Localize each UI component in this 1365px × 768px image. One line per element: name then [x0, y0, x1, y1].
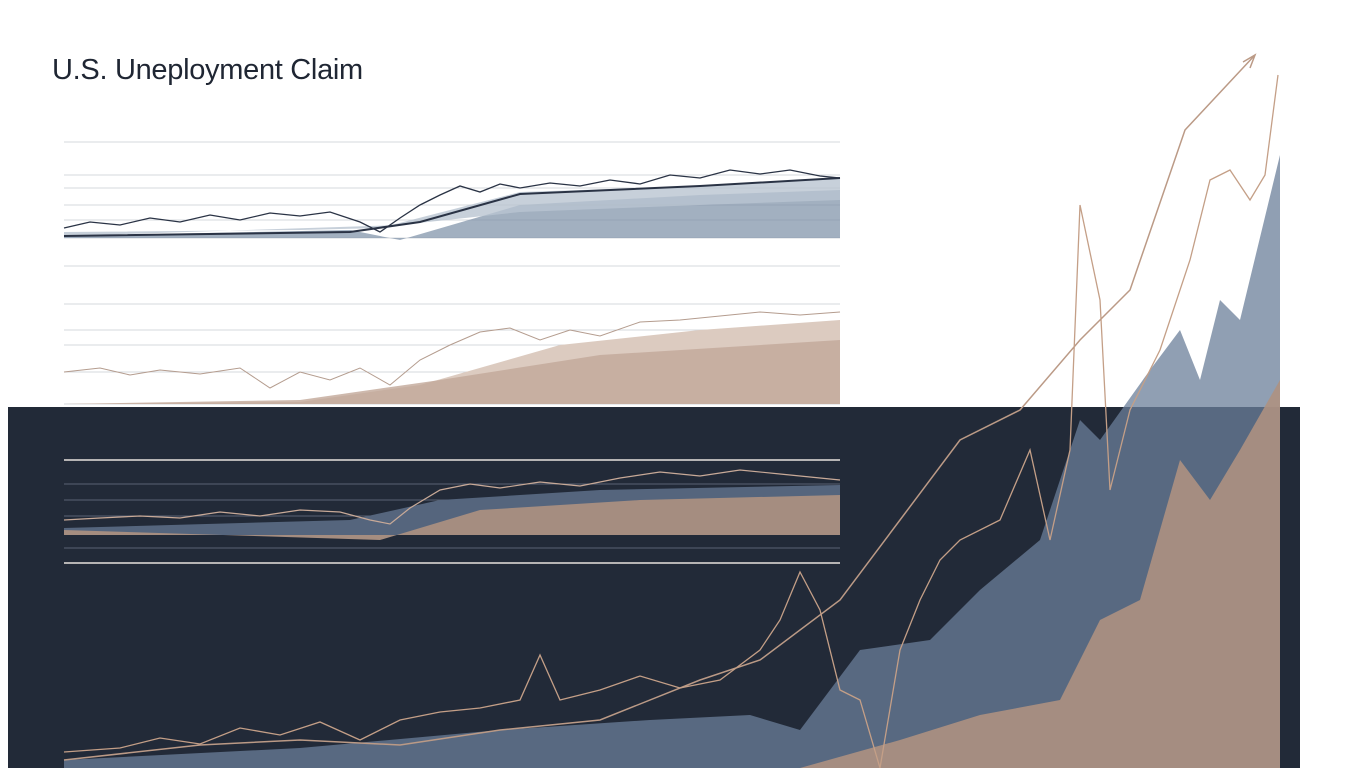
line-main: [63, 169, 841, 233]
line-main: [63, 469, 841, 525]
panel-top: [63, 141, 841, 267]
line-main: [63, 311, 841, 389]
line-trend: [63, 54, 1256, 761]
chart-title: U.S. Uneployment Claim: [52, 54, 363, 86]
area-front: [64, 178, 840, 236]
arrow-head: [1242, 53, 1257, 69]
area-blue: [64, 155, 1280, 768]
panel-rules: [64, 459, 840, 564]
panel-middle: [63, 303, 841, 405]
area-tan: [800, 380, 1280, 768]
line-trend: [63, 177, 841, 237]
panel-dark: [63, 459, 841, 564]
area-front: [64, 340, 840, 404]
panel-large: [63, 53, 1280, 768]
area-front: [64, 495, 840, 540]
line-main: [63, 74, 1279, 768]
